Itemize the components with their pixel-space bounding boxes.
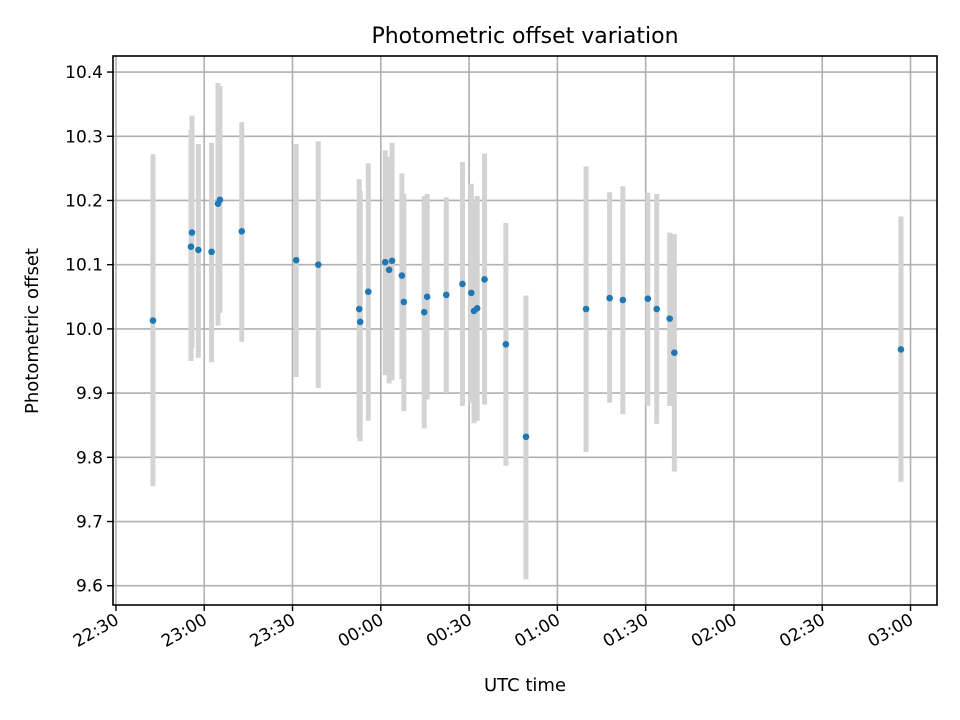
- data-point: [292, 256, 300, 264]
- y-tick-label: 10.4: [65, 63, 103, 83]
- y-tick-label: 9.8: [76, 448, 103, 468]
- y-tick-label: 10.2: [65, 191, 103, 211]
- data-point: [398, 272, 406, 279]
- data-point: [188, 229, 196, 236]
- data-point: [356, 318, 364, 326]
- y-axis-label: Photometric offset: [22, 248, 43, 414]
- data-point: [187, 243, 195, 251]
- error-bars: [150, 82, 904, 580]
- data-point: [459, 280, 466, 288]
- data-point: [442, 291, 450, 299]
- data-point: [522, 433, 530, 441]
- y-tick-label: 10.3: [65, 127, 103, 147]
- data-point: [364, 288, 372, 295]
- data-point: [238, 227, 246, 235]
- data-point: [208, 248, 215, 256]
- data-point: [473, 305, 481, 312]
- x-tick-label: 02:00: [688, 610, 740, 652]
- y-tick-label: 9.9: [76, 384, 103, 404]
- data-point: [400, 298, 408, 306]
- x-axis-ticks: 22:30 23:00 23:30 00:00 00:30 01:00 01:30 02:00…: [70, 605, 917, 652]
- data-point: [481, 276, 488, 283]
- y-tick-label: 10.0: [65, 320, 103, 340]
- data-point: [897, 346, 905, 353]
- data-point: [216, 196, 224, 204]
- data-point: [149, 317, 157, 324]
- data-point: [423, 293, 431, 301]
- x-tick-label: 00:30: [423, 610, 475, 652]
- x-tick-label: 03:00: [865, 610, 917, 652]
- data-point: [671, 349, 678, 356]
- data-point: [385, 266, 393, 274]
- x-tick-label: 01:00: [511, 610, 563, 652]
- data-point: [467, 289, 475, 297]
- x-tick-label: 22:30: [70, 610, 122, 652]
- y-tick-label: 9.7: [76, 513, 103, 533]
- x-tick-label: 00:00: [335, 610, 387, 652]
- data-point: [388, 257, 396, 265]
- data-points: [149, 196, 905, 441]
- plot-frame: [112, 55, 938, 606]
- data-point: [195, 246, 202, 254]
- x-tick-label: 01:30: [600, 610, 652, 652]
- x-tick-label: 23:00: [158, 610, 210, 652]
- data-point: [381, 258, 389, 266]
- y-tick-label: 9.6: [76, 577, 103, 597]
- data-point: [653, 305, 660, 313]
- y-tick-label: 10.1: [65, 256, 103, 276]
- x-tick-label: 02:30: [776, 610, 828, 652]
- data-point: [666, 315, 673, 322]
- data-point: [644, 295, 652, 303]
- data-point: [314, 261, 322, 268]
- y-axis-ticks: 9.6 9.7 9.8 9.9 10.0 10.1 10.2 10.3 10.4: [65, 63, 113, 597]
- data-point: [619, 296, 627, 304]
- data-point: [355, 305, 363, 313]
- data-point: [502, 341, 510, 348]
- x-tick-label: 23:30: [247, 610, 299, 652]
- data-point: [582, 305, 590, 313]
- chart-title: Photometric offset variation: [371, 24, 678, 49]
- data-point: [606, 294, 613, 302]
- x-axis-label: UTC time: [484, 675, 566, 696]
- data-point: [420, 308, 428, 316]
